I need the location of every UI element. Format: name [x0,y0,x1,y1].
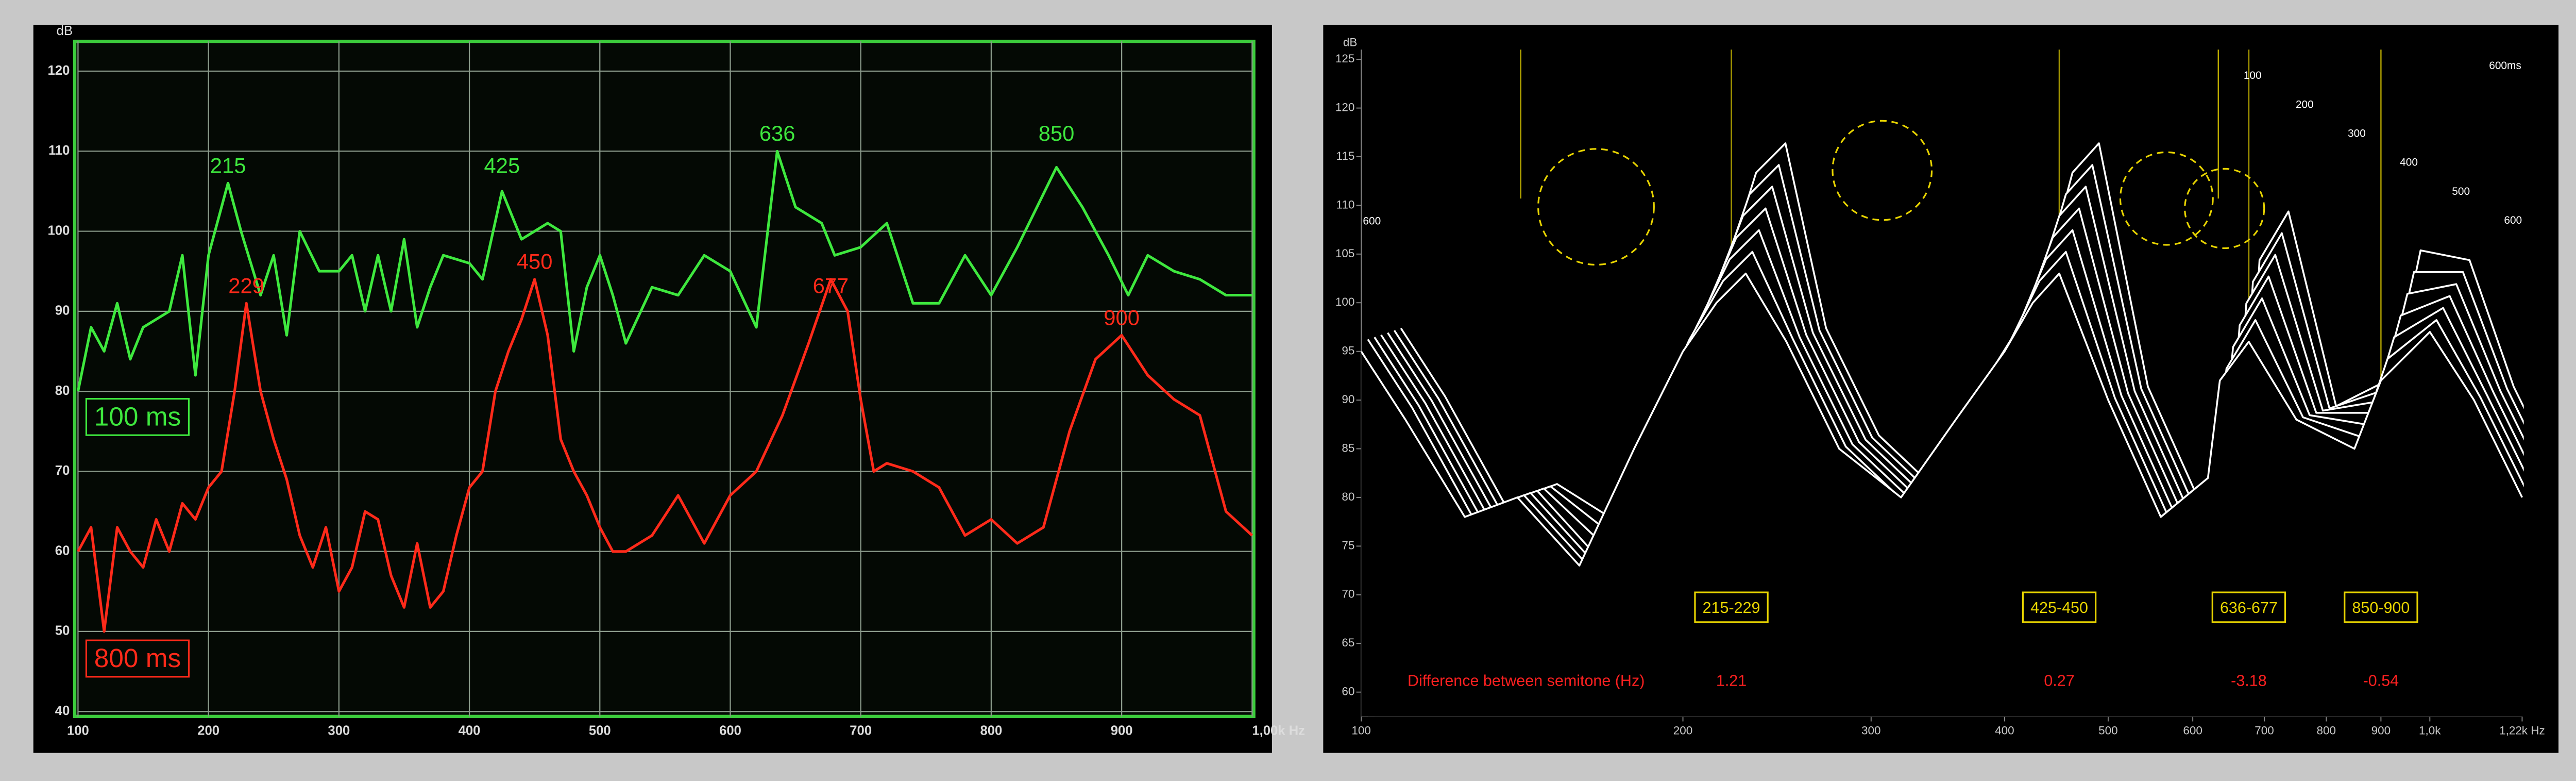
y-tick-label: 105 [1335,247,1354,260]
y-tick-label: 70 [1342,588,1354,601]
peak-label: 636 [759,121,795,145]
legend-box [85,639,190,678]
diff-value: 0.27 [2044,672,2074,689]
depth-left-label: 600 [1363,215,1381,227]
diff-value: -3.18 [2231,672,2266,689]
highlight-circle [1537,148,1655,266]
x-tick-label: 900 [2371,724,2391,737]
y-tick-label: 110 [1336,198,1355,211]
depth-tick-label: 200 [2296,98,2314,110]
marker-box [1694,591,1769,623]
x-tick-label: 500 [2098,724,2117,737]
y-tick-label: 100 [1335,295,1354,308]
x-tick-label: 800 [980,723,1003,738]
y-tick-label: 90 [1342,393,1354,406]
y-tick-label: 65 [1342,636,1354,649]
x-tick-label: 400 [1995,724,2014,737]
y-tick-label: 95 [1342,344,1354,357]
legend-label: 800 ms [94,643,181,673]
depth-tick-label: 400 [2400,157,2418,169]
peak-label: 229 [228,273,264,297]
highlight-circle [2119,151,2214,246]
depth-axis-label: 600ms [2489,60,2521,72]
peak-label: 425 [484,153,520,177]
y-axis-label: dB [57,24,73,38]
y-tick-label: 120 [1335,101,1354,114]
x-tick-label: 400 [459,723,481,738]
y-tick-label: 50 [55,624,70,638]
depth-tick-label: 300 [2348,128,2366,140]
y-tick-label: 85 [1342,441,1354,454]
y-tick-label: 125 [1335,52,1354,65]
legend-label: 100 ms [94,402,181,431]
peak-label: 677 [813,273,849,297]
legend-box [85,397,190,436]
peak-label: 215 [210,153,246,177]
right-chart: 60 65 70 75 80 85 90 95 100 105 110 115 120 125 100 200… [1335,49,2545,737]
y-tick-label: 110 [48,143,70,158]
peak-label: 900 [1104,305,1140,329]
diff-title: Difference between semitone (Hz) [1408,672,1645,689]
highlight-circle [2184,168,2265,250]
highlight-circles [1537,120,2265,266]
depth-tick-label: 500 [2452,186,2470,197]
highlight-circle [1832,120,1933,221]
y-tick-label: 115 [1336,149,1355,162]
marker-label: 215-229 [1703,599,1760,617]
diff-value: 1.21 [1716,672,1747,689]
left-chart: 40 50 60 70 80 90 100 110 120 100 200 300 400 500 600 7… [48,41,1305,738]
peak-label: 450 [517,250,553,274]
x-tick-label: 900 [1111,723,1133,738]
y-tick-label: 120 [48,63,70,78]
marker-box [2211,591,2286,623]
x-tick-label: 100 [1351,724,1370,737]
diff-value: -0.54 [2363,672,2399,689]
series-line [77,278,1253,633]
y-tick-label: 60 [1342,685,1354,698]
marker-box [2344,591,2418,623]
slice-line [1361,272,2523,567]
x-tick-label: 1,00k Hz [1252,723,1305,738]
peak-label: 850 [1039,121,1075,145]
marker-box [2022,591,2097,623]
x-tick-label: 300 [328,723,350,738]
y-tick-label: 80 [1342,490,1354,503]
x-tick-label: 700 [850,723,872,738]
y-tick-label: 70 [55,463,70,478]
y-tick-label: 90 [55,304,70,318]
x-tick-label: 600 [2183,724,2202,737]
marker-label: 425-450 [2030,599,2088,617]
x-tick-label: 800 [2317,724,2336,737]
x-tick-label: 200 [1673,724,1692,737]
y-tick-label: 100 [48,223,70,238]
x-tick-label: 700 [2255,724,2274,737]
marker-label: 636-677 [2220,599,2278,617]
x-tick-label: 1,22k Hz [2499,724,2545,737]
marker-label: 850-900 [2352,599,2410,617]
depth-tick-label: 100 [2244,70,2262,81]
x-tick-label: 1,0k [2419,724,2441,737]
x-tick-label: 100 [67,723,89,738]
x-tick-label: 300 [1861,724,1880,737]
left-plot-area [73,40,1256,719]
y-tick-label: 60 [55,543,70,558]
y-tick-label: 75 [1342,539,1354,552]
x-tick-label: 200 [197,723,219,738]
series-line [76,149,1252,392]
depth-tick-label: 600 [2504,214,2522,226]
y-tick-label: 80 [55,384,70,398]
x-tick-label: 500 [589,723,611,738]
y-axis-label: dB [1343,36,1357,48]
y-tick-label: 40 [55,704,70,718]
x-tick-label: 600 [719,723,741,738]
